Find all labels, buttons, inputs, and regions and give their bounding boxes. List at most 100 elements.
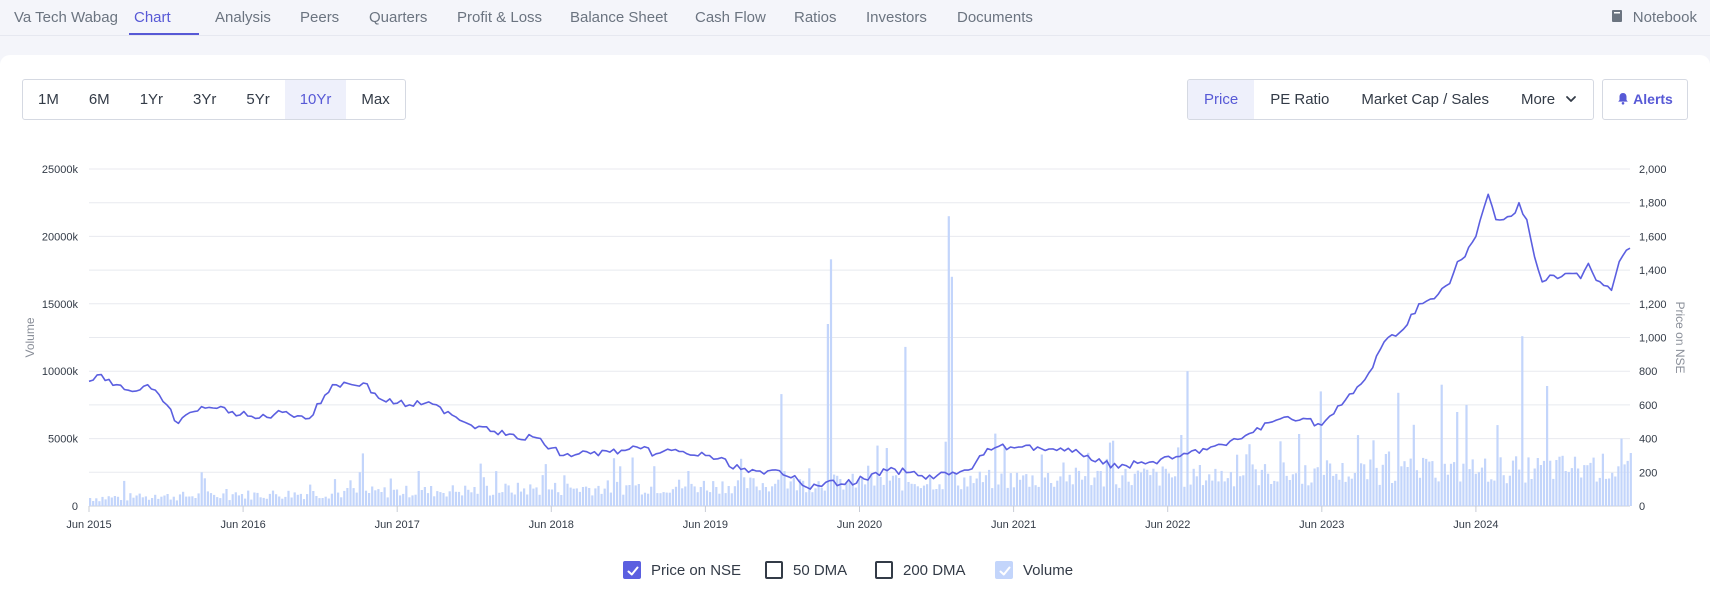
tab-profit-loss[interactable]: Profit & Loss: [457, 9, 543, 26]
volume-bar: [690, 483, 693, 506]
volume-bar: [1570, 468, 1573, 506]
volume-bar: [1350, 478, 1353, 506]
alerts-button[interactable]: Alerts: [1602, 79, 1688, 120]
volume-bar: [1539, 465, 1542, 506]
volume-bar: [585, 486, 588, 506]
volume-bar: [1611, 472, 1614, 506]
range-1yr-button[interactable]: 1Yr: [139, 91, 164, 108]
volume-bar: [395, 489, 399, 506]
tab-documents[interactable]: Documents: [957, 9, 1033, 26]
company-name-link[interactable]: Va Tech Wabag: [14, 9, 118, 26]
metric-more-button[interactable]: More: [1505, 80, 1593, 119]
range-max-button[interactable]: Max: [361, 91, 390, 108]
volume-bar: [736, 480, 740, 506]
volume-bar: [904, 346, 907, 506]
volume-bar: [1285, 475, 1288, 506]
volume-bar: [1031, 475, 1034, 506]
volume-bar: [1456, 412, 1459, 506]
volume-bar: [715, 487, 718, 506]
volume-bar: [470, 492, 473, 506]
legend-200dma-label: 200 DMA: [903, 562, 966, 579]
volume-bar: [1242, 475, 1245, 506]
volume-bar: [981, 482, 984, 506]
volume-bar: [860, 476, 864, 506]
volume-bar: [659, 493, 662, 506]
volume-bar: [104, 499, 107, 506]
volume-bar: [640, 494, 643, 506]
metric-pe-ratio-button[interactable]: PE Ratio: [1270, 91, 1330, 108]
volume-bar: [631, 457, 634, 506]
range-1m-button[interactable]: 1M: [38, 91, 59, 108]
legend-50dma-toggle[interactable]: 50 DMA: [765, 561, 847, 581]
volume-bar: [519, 491, 523, 506]
range-5yr-button[interactable]: 5Yr: [246, 91, 270, 108]
range-6m-button[interactable]: 6M: [88, 91, 110, 108]
volume-bar: [1577, 468, 1580, 506]
volume-bar: [1059, 476, 1062, 506]
tab-peers[interactable]: Peers: [300, 9, 340, 26]
volume-bar: [250, 499, 253, 506]
right-axis-title: Price on NSE: [1673, 301, 1687, 373]
volume-bar: [1449, 463, 1453, 506]
tab-cash-flow[interactable]: Cash Flow: [695, 9, 766, 26]
volume-bar: [1474, 473, 1477, 506]
volume-bar: [498, 492, 501, 506]
volume-bar: [1533, 468, 1536, 506]
volume-bar: [696, 492, 699, 506]
volume-bar: [833, 474, 836, 506]
volume-bar: [786, 488, 789, 506]
tab-chart[interactable]: Chart: [134, 9, 171, 26]
volume-bar: [293, 492, 296, 506]
notebook-button[interactable]: 2 Notebook: [1611, 0, 1697, 36]
left-axis-tick-label: 25000k: [42, 164, 79, 176]
tab-ratios[interactable]: Ratios: [794, 9, 837, 26]
volume-bar: [275, 494, 278, 506]
metric-market-cap-sales-button[interactable]: Market Cap / Sales: [1361, 91, 1489, 108]
volume-bar: [1480, 467, 1484, 506]
volume-bar: [1081, 479, 1084, 506]
volume-bar: [647, 493, 650, 506]
volume-bar: [727, 486, 730, 506]
volume-bar: [144, 496, 147, 506]
volume-bar: [609, 492, 612, 506]
volume-bar: [1341, 463, 1344, 506]
legend-200dma-toggle[interactable]: 200 DMA: [875, 561, 966, 581]
volume-bar: [1344, 481, 1347, 506]
volume-bar: [839, 479, 842, 506]
legend-volume-toggle[interactable]: Volume: [995, 561, 1073, 581]
volume-bar: [1015, 472, 1019, 506]
range-3yr-button[interactable]: 3Yr: [193, 91, 217, 108]
volume-bar: [774, 483, 777, 506]
volume-bar: [92, 501, 95, 506]
volume-bar: [1319, 391, 1322, 506]
volume-bar: [448, 491, 451, 506]
volume-bar: [913, 484, 916, 506]
tab-balance-sheet[interactable]: Balance Sheet: [570, 9, 668, 26]
x-axis-tick-label: Jun 2022: [1145, 519, 1190, 531]
volume-bar: [752, 478, 755, 506]
volume-bar: [464, 485, 467, 506]
tab-analysis[interactable]: Analysis: [215, 9, 271, 26]
volume-bar: [1425, 458, 1428, 506]
tab-investors[interactable]: Investors: [866, 9, 927, 26]
metric-price-button[interactable]: Price: [1188, 80, 1255, 119]
volume-bar: [854, 487, 857, 506]
volume-bar: [1071, 484, 1074, 506]
x-axis-tick-label: Jun 2021: [991, 519, 1036, 531]
volume-bar: [1487, 481, 1490, 506]
volume-bar: [1322, 474, 1325, 506]
volume-bar: [1267, 473, 1270, 506]
tab-quarters[interactable]: Quarters: [369, 9, 428, 26]
volume-bar: [306, 494, 309, 506]
legend-price-toggle[interactable]: Price on NSE: [623, 561, 741, 581]
volume-bar: [932, 489, 935, 506]
range-10yr-button[interactable]: 10Yr: [284, 80, 347, 119]
volume-bar: [247, 490, 250, 506]
volume-bar: [436, 491, 439, 506]
volume-bar: [1146, 469, 1149, 506]
volume-bar: [430, 486, 433, 506]
volume-bar: [157, 498, 160, 506]
volume-bar: [783, 471, 786, 506]
volume-bar: [1065, 481, 1068, 506]
volume-bar: [1291, 474, 1294, 506]
